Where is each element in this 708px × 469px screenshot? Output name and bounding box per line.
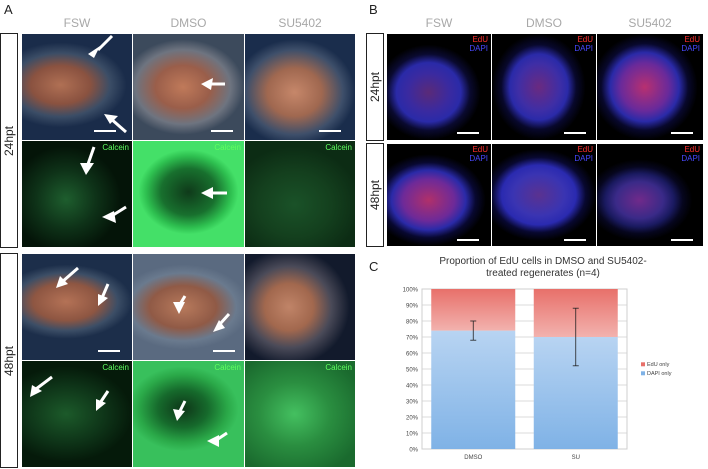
calcein-label: Calcein — [325, 363, 352, 372]
arrow-icon — [201, 187, 227, 199]
x-tick-label: SU — [572, 455, 580, 461]
panel-b-column-fsw: FSW — [425, 16, 453, 30]
y-tick-label: 40% — [406, 384, 419, 390]
arrow-icon — [173, 400, 228, 447]
calcein-label: Calcein — [325, 143, 352, 152]
image-edu-48hpt-su5402: EdU DAPI — [597, 144, 703, 246]
stacked-bar-chart: 0% 10% 20% 30% 40% 50% 60% 70% 80% 90% 100% DMSO SU E… — [403, 288, 672, 462]
legend-swatch — [641, 371, 645, 376]
y-tick-label: 90% — [406, 304, 419, 310]
legend-label: EdU only — [647, 362, 670, 368]
legend-swatch — [641, 362, 645, 367]
arrow-icon — [30, 375, 110, 411]
scale-bar — [671, 132, 693, 134]
y-tick-label: 20% — [406, 416, 419, 422]
chart-title-line-1: Proportion of EdU cells in DMSO and SU54… — [439, 256, 647, 267]
calcein-label: Calcein — [214, 143, 241, 152]
dapi-label: DAPI — [574, 154, 593, 163]
y-tick-label: 30% — [406, 400, 419, 406]
image-24hpt-fsw-brightfield — [22, 34, 132, 140]
image-edu-48hpt-fsw: EdU DAPI — [387, 144, 491, 246]
scale-bar — [94, 130, 116, 132]
bar-dmso-dapi-only — [431, 330, 516, 449]
scale-bar — [564, 239, 586, 241]
image-48hpt-dmso-calcein: Calcein — [133, 361, 244, 467]
scale-bar — [211, 130, 233, 132]
x-tick-label: DMSO — [464, 455, 482, 461]
dapi-label: DAPI — [574, 44, 593, 53]
calcein-label: Calcein — [102, 363, 129, 372]
image-24hpt-su5402-calcein: Calcein — [245, 141, 355, 247]
panel-b-row-label-24hpt: 24hpt — [366, 33, 384, 141]
image-24hpt-dmso-calcein: Calcein — [133, 141, 244, 247]
image-edu-24hpt-fsw: EdU DAPI — [387, 34, 491, 140]
y-tick-label: 0% — [409, 448, 418, 454]
image-48hpt-su5402-brightfield — [245, 254, 355, 360]
row-label-text: 24hpt — [368, 71, 382, 103]
edu-label: EdU — [684, 35, 700, 44]
scale-bar — [457, 132, 479, 134]
legend-label: DAPI only — [647, 371, 672, 377]
scale-bar — [319, 130, 341, 132]
panel-a-letter: A — [4, 2, 13, 17]
dapi-label: DAPI — [469, 44, 488, 53]
panel-a-row-label-24hpt: 24hpt — [0, 33, 18, 248]
scale-bar — [457, 239, 479, 241]
dapi-label: DAPI — [469, 154, 488, 163]
scale-bar — [98, 350, 120, 352]
image-edu-24hpt-dmso: EdU DAPI — [492, 34, 596, 140]
panel-b-column-dmso: DMSO — [526, 16, 562, 30]
y-tick-label: 80% — [406, 320, 419, 326]
image-24hpt-dmso-brightfield — [133, 34, 244, 140]
y-tick-label: 10% — [406, 432, 419, 438]
chart-title: Proportion of EdU cells in DMSO and SU54… — [388, 256, 698, 280]
image-48hpt-su5402-calcein: Calcein — [245, 361, 355, 467]
panel-c-letter: C — [369, 259, 379, 274]
image-24hpt-su5402-brightfield — [245, 34, 355, 140]
y-tick-label: 70% — [406, 336, 419, 342]
row-label-text: 24hpt — [2, 125, 16, 156]
arrow-icon — [56, 266, 110, 306]
panel-a-column-dmso: DMSO — [170, 16, 207, 30]
panel-b-row-label-48hpt: 48hpt — [366, 143, 384, 247]
arrow-icon — [80, 146, 127, 223]
row-label-text: 48hpt — [2, 345, 16, 376]
y-tick-label: 60% — [406, 352, 419, 358]
edu-label: EdU — [472, 35, 488, 44]
image-48hpt-fsw-calcein: Calcein — [22, 361, 132, 467]
arrow-icon — [201, 78, 225, 90]
calcein-label: Calcein — [102, 143, 129, 152]
dapi-label: DAPI — [681, 154, 700, 163]
y-tick-label: 100% — [403, 288, 419, 294]
edu-label: EdU — [577, 35, 593, 44]
panel-b-letter: B — [369, 2, 378, 17]
image-24hpt-fsw-calcein: Calcein — [22, 141, 132, 247]
panel-a-row-label-48hpt: 48hpt — [0, 253, 18, 468]
edu-label: EdU — [472, 145, 488, 154]
y-tick-label: 50% — [406, 368, 419, 374]
panel-b-column-su5402: SU5402 — [628, 16, 672, 30]
arrow-icon — [173, 295, 231, 332]
row-label-text: 48hpt — [368, 179, 382, 211]
image-48hpt-dmso-brightfield — [133, 254, 244, 360]
panel-a-column-su5402: SU5402 — [278, 16, 322, 30]
image-edu-48hpt-dmso: EdU DAPI — [492, 144, 596, 246]
panel-a-column-fsw: FSW — [63, 16, 91, 30]
arrow-icon — [88, 34, 127, 134]
edu-label: EdU — [684, 145, 700, 154]
chart-title-line-2: treated regenerates (n=4) — [486, 268, 600, 279]
image-edu-24hpt-su5402: EdU DAPI — [597, 34, 703, 140]
edu-label: EdU — [577, 145, 593, 154]
scale-bar — [564, 132, 586, 134]
image-48hpt-fsw-brightfield — [22, 254, 132, 360]
calcein-label: Calcein — [214, 363, 241, 372]
scale-bar — [671, 239, 693, 241]
scale-bar — [213, 350, 235, 352]
dapi-label: DAPI — [681, 44, 700, 53]
